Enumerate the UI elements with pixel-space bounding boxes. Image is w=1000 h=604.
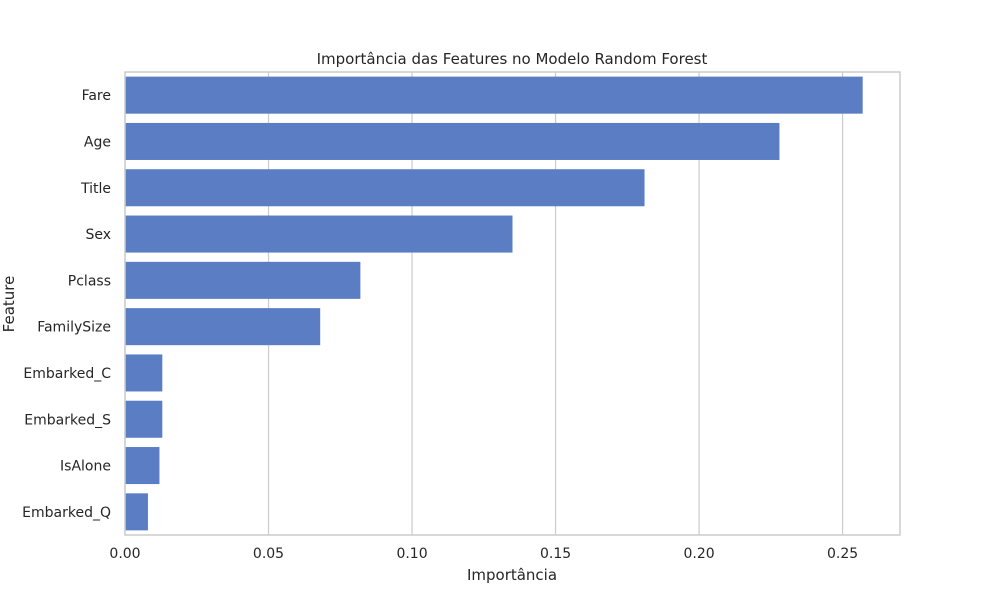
y-tick-label: FamilySize bbox=[37, 320, 111, 336]
bar-embarked-c bbox=[125, 354, 163, 392]
y-axis-label: Feature bbox=[0, 276, 18, 333]
plot-frame bbox=[124, 71, 901, 536]
bar-pclass bbox=[125, 261, 361, 299]
bar-familysize bbox=[125, 308, 321, 346]
x-axis-label: Importância bbox=[467, 566, 557, 584]
bar-sex bbox=[125, 215, 513, 253]
chart-title: Importância das Features no Modelo Rando… bbox=[317, 50, 708, 68]
x-tick-labels: 0.00 0.05 0.10 0.15 0.20 0.25 bbox=[109, 546, 858, 562]
y-tick-label: IsAlone bbox=[60, 459, 111, 475]
bar-embarked-s bbox=[125, 400, 163, 438]
bar-age bbox=[125, 122, 780, 160]
x-tick-label: 0.05 bbox=[253, 546, 284, 562]
x-tick-label: 0.25 bbox=[827, 546, 858, 562]
y-tick-label: Title bbox=[80, 181, 111, 197]
x-tick-label: 0.15 bbox=[540, 546, 571, 562]
y-tick-label: Embarked_Q bbox=[22, 505, 111, 521]
y-tick-label: Sex bbox=[85, 227, 111, 243]
y-tick-label: Embarked_S bbox=[24, 412, 111, 428]
y-tick-label: Age bbox=[84, 134, 111, 150]
x-tick-label: 0.10 bbox=[396, 546, 427, 562]
y-tick-label: Embarked_C bbox=[23, 366, 111, 382]
y-tick-label: Pclass bbox=[68, 273, 111, 289]
bar-embarked-q bbox=[125, 493, 148, 531]
bar-title bbox=[125, 169, 645, 207]
bar-isalone bbox=[125, 447, 160, 485]
bar-layer bbox=[125, 76, 863, 531]
x-tick-label: 0.20 bbox=[683, 546, 714, 562]
x-tick-label: 0.00 bbox=[109, 546, 140, 562]
bar-fare bbox=[125, 76, 863, 114]
y-tick-labels: Fare Age Title Sex Pclass FamilySize Embarked_… bbox=[22, 88, 111, 521]
y-tick-label: Fare bbox=[82, 88, 111, 104]
